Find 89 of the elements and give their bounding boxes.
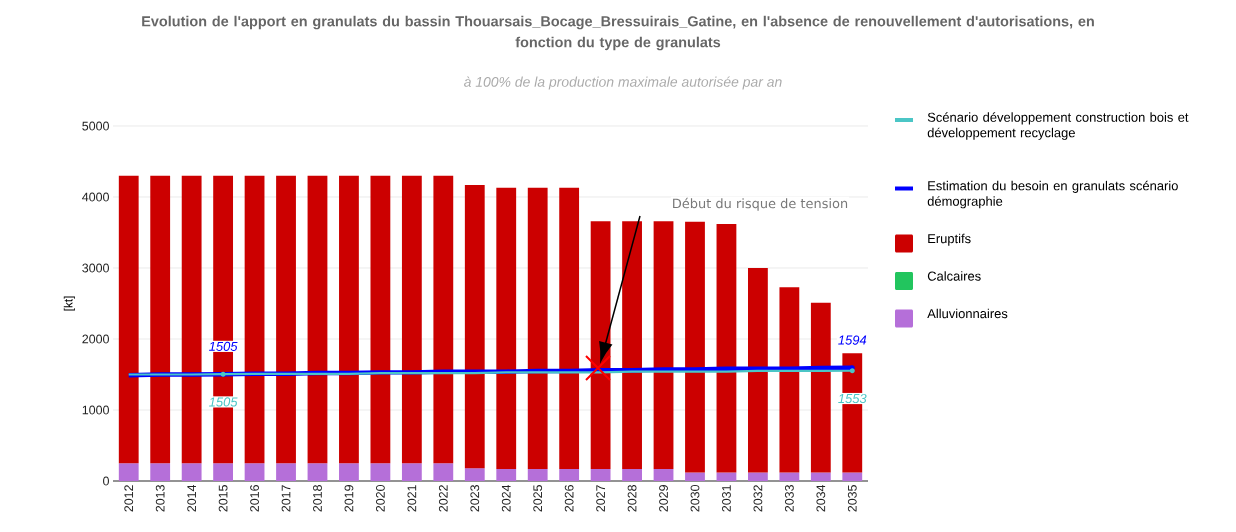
bar	[559, 468, 580, 481]
bar	[339, 175, 359, 464]
x-tick-label: 2012	[124, 485, 134, 512]
bar	[685, 221, 705, 473]
legend-label: Scénario développement construction bois et développement recyclage	[927, 112, 1189, 140]
x-tick-label: 2023	[470, 485, 480, 512]
bar	[527, 187, 548, 469]
legend-label: Calcaires	[927, 271, 981, 281]
y-tick-label: 5000	[82, 121, 109, 131]
bar	[401, 175, 422, 464]
bar	[622, 221, 642, 469]
x-tick-label: 2035	[847, 485, 857, 512]
annotation: Début du risque de tension	[673, 197, 848, 211]
data-label: 1505	[209, 397, 238, 407]
x-tick-label: 2013	[155, 485, 165, 512]
y-tick-label: 4000	[82, 192, 109, 202]
x-tick-label: 2017	[281, 485, 291, 512]
bar	[118, 175, 139, 464]
bar	[464, 184, 485, 469]
bar	[590, 468, 611, 481]
bar	[779, 287, 800, 473]
bar	[779, 472, 800, 481]
bar	[653, 468, 674, 481]
bar	[842, 472, 863, 481]
x-tick-label: 2014	[187, 484, 197, 512]
bar	[213, 463, 234, 481]
y-tick-label: 2000	[82, 334, 109, 344]
chart-subtitle: à 100% de la production maximale autorisée par an	[464, 76, 782, 90]
bar	[496, 468, 517, 481]
bar	[622, 468, 642, 481]
bar	[590, 221, 611, 469]
bar	[181, 463, 202, 481]
bar	[496, 187, 517, 469]
x-tick-label: 2032	[753, 485, 763, 512]
bar	[244, 175, 265, 464]
bar	[150, 463, 171, 481]
x-tick-label: 2033	[784, 485, 794, 512]
bar	[748, 472, 768, 481]
bar	[181, 175, 202, 464]
y-axis-title: [kt]	[63, 296, 75, 311]
y-tick-label: 0	[103, 476, 109, 486]
x-tick-label: 2031	[722, 485, 731, 512]
x-tick-label: 2016	[250, 485, 259, 512]
x-tick-label: 2021	[407, 485, 417, 512]
bar	[464, 468, 485, 481]
bar	[118, 463, 139, 481]
x-tick-label: 2022	[438, 485, 448, 512]
bar	[244, 463, 265, 481]
legend-label: Eruptifs	[928, 233, 971, 246]
bar	[810, 302, 831, 473]
x-tick-label: 2018	[313, 485, 322, 512]
data-label: 1505	[209, 341, 238, 351]
x-tick-label: 2025	[533, 485, 543, 512]
bar	[716, 472, 737, 481]
bar	[276, 463, 296, 481]
y-tick-label: 1000	[82, 405, 109, 415]
x-tick-label: 2020	[376, 485, 385, 512]
legend-label: Estimation du besoin en granulats scénario démographie	[927, 180, 1178, 209]
data-label: 1553	[838, 393, 867, 404]
chart-title: Evolution de l'apport en granulats du bassin Thouarsais_Bocage_Bressuirais_Gatine, en l'absence de renouvellement d'autorisations, en fonction du type de granulats	[142, 15, 1094, 51]
x-tick-label: 2026	[564, 485, 574, 512]
bar	[307, 175, 328, 464]
bar	[653, 221, 674, 469]
bar	[527, 468, 548, 481]
bar	[339, 463, 359, 481]
x-tick-label: 2019	[344, 485, 354, 512]
bar	[150, 175, 171, 464]
y-tick-label: 3000	[82, 263, 109, 273]
x-tick-label: 2034	[816, 484, 826, 512]
x-tick-label: 2028	[627, 485, 637, 512]
x-tick-label: 2029	[659, 485, 668, 512]
data-label: 1594	[838, 335, 867, 345]
x-tick-label: 2027	[596, 485, 606, 512]
bar	[810, 472, 831, 481]
bar	[748, 268, 768, 473]
bar	[559, 187, 580, 469]
bar	[685, 472, 705, 481]
bar	[433, 463, 454, 481]
bar	[307, 463, 328, 481]
x-tick-label: 2015	[218, 485, 228, 512]
bar	[370, 175, 391, 464]
x-tick-label: 2030	[690, 485, 700, 512]
bar	[433, 175, 454, 464]
x-tick-label: 2024	[501, 484, 511, 512]
bar	[716, 223, 737, 473]
bar	[370, 463, 391, 481]
bar	[401, 463, 422, 481]
legend-label: Alluvionnaires	[927, 308, 1008, 319]
bar	[276, 175, 296, 464]
